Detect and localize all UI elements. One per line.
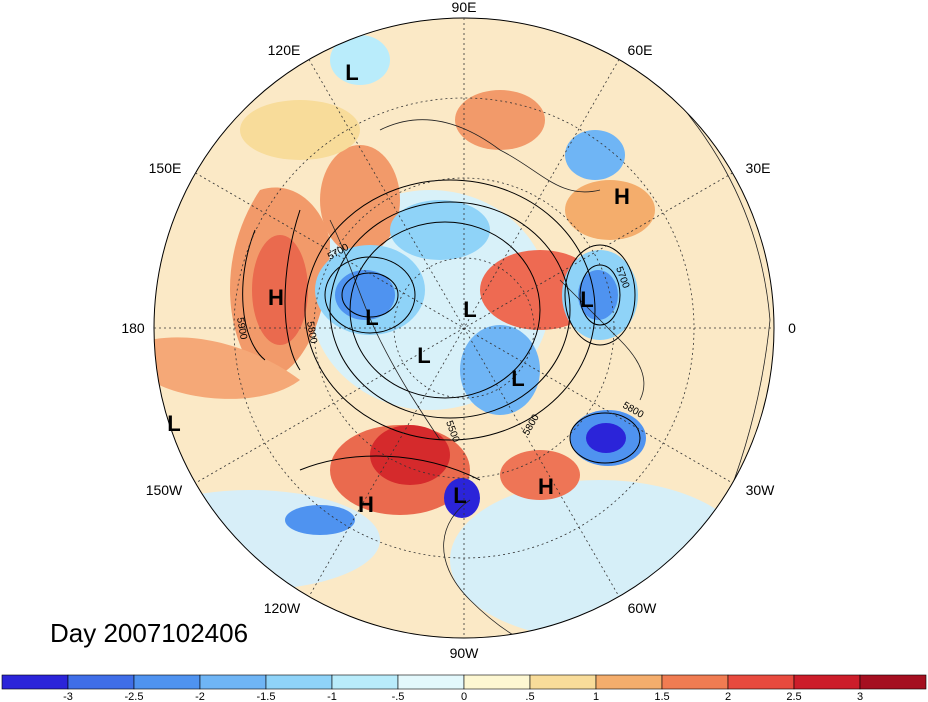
colorbar-tick-label: -1 — [327, 691, 337, 702]
colorbar-tick-label: -2.5 — [125, 691, 144, 702]
colorbar-tick-label: 1 — [593, 691, 599, 702]
lon-label-90e: 90E — [452, 0, 477, 15]
pressure-systems: L H L L L L L H L H L H — [167, 60, 630, 517]
colorbar-box — [859, 674, 927, 690]
colorbar-tick-label: 3 — [857, 691, 863, 702]
low-marker: L — [167, 411, 180, 436]
colorbar-box — [133, 674, 201, 690]
colorbar-box — [727, 674, 795, 690]
colorbar-box — [397, 674, 465, 690]
lon-label-150w: 150W — [146, 482, 183, 498]
colorbar-box — [1, 674, 69, 690]
low-marker: L — [365, 305, 378, 330]
colorbar-tick-label: -.5 — [392, 691, 405, 702]
lon-label-30w: 30W — [746, 482, 776, 498]
colorbar-boxes — [1, 674, 927, 690]
high-marker: H — [538, 474, 554, 499]
high-marker: H — [268, 285, 284, 310]
low-marker: L — [417, 343, 430, 368]
lon-label-30e: 30E — [746, 160, 771, 176]
contour-label: 5900 — [234, 317, 249, 341]
lon-label-60e: 60E — [628, 42, 653, 58]
high-marker: H — [358, 492, 374, 517]
anomaly-field — [154, 18, 774, 638]
lon-label-150e: 150E — [149, 160, 182, 176]
low-marker: L — [345, 60, 358, 85]
low-marker: L — [463, 297, 476, 322]
colorbar-tick-label: -1.5 — [257, 691, 276, 702]
colorbar-box — [67, 674, 135, 690]
lon-label-60w: 60W — [628, 600, 658, 616]
lon-label-120w: 120W — [264, 600, 301, 616]
colorbar-tick-label: 2.5 — [786, 691, 801, 702]
low-marker: L — [580, 287, 593, 312]
contour-label: 5800 — [304, 321, 319, 345]
lon-label-0: 0 — [788, 320, 796, 336]
high-marker: H — [614, 184, 630, 209]
lon-label-180: 180 — [121, 320, 145, 336]
colorbar-box — [661, 674, 729, 690]
colorbar-tick-label: 2 — [725, 691, 731, 702]
lon-label-120e: 120E — [268, 42, 301, 58]
colorbar-tick-label: .5 — [525, 691, 534, 702]
colorbar: -3 -2.5 -2 -1.5 -1 -.5 0 .5 1 1.5 2 2.5 3 — [1, 674, 927, 702]
colorbar-box — [463, 674, 531, 690]
longitude-labels: 90E 60E 30E 0 30W 60W 90W 120W 150W 180 … — [121, 0, 796, 661]
colorbar-box — [793, 674, 861, 690]
map-title: Day 2007102406 — [50, 618, 249, 648]
colorbar-box — [265, 674, 333, 690]
colorbar-tick-label: 0 — [461, 691, 467, 702]
colorbar-tick-label: -2 — [195, 691, 205, 702]
colorbar-tick-label: -3 — [63, 691, 73, 702]
low-marker: L — [511, 366, 524, 391]
colorbar-box — [199, 674, 267, 690]
low-marker: L — [453, 483, 466, 508]
colorbar-box — [331, 674, 399, 690]
height-contours — [242, 179, 641, 481]
colorbar-box — [595, 674, 663, 690]
colorbar-tick-label: 1.5 — [654, 691, 669, 702]
colorbar-ticks: -3 -2.5 -2 -1.5 -1 -.5 0 .5 1 1.5 2 2.5 3 — [63, 691, 863, 702]
lon-label-90w: 90W — [450, 645, 480, 661]
colorbar-box — [529, 674, 597, 690]
graticule — [153, 17, 775, 639]
